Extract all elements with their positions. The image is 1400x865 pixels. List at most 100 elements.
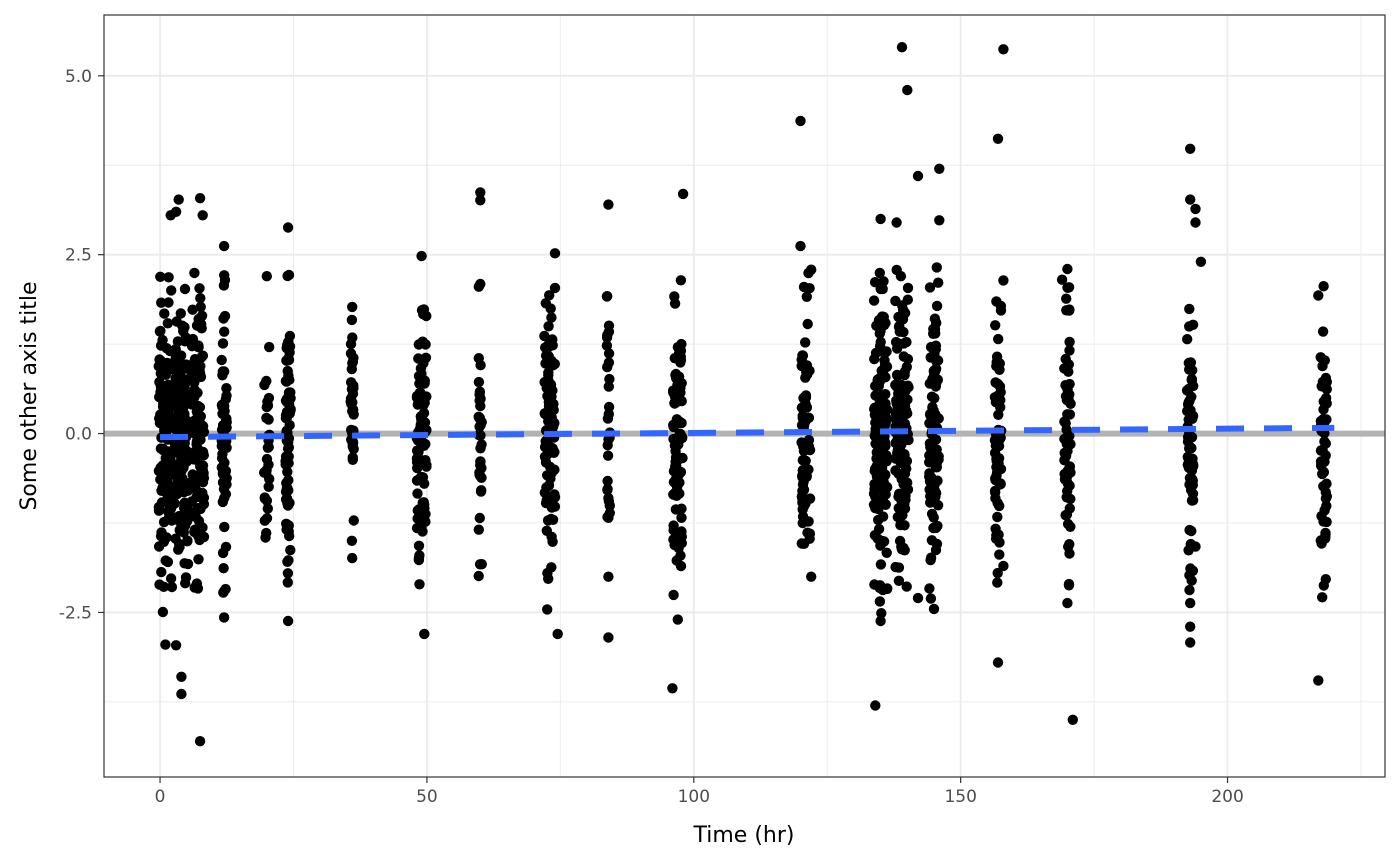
data-point [539, 330, 550, 342]
x-tick-label: 100 [678, 787, 710, 807]
data-point [195, 503, 206, 515]
data-point [676, 512, 687, 523]
data-point [869, 353, 880, 365]
data-point [668, 520, 679, 531]
data-point [170, 393, 181, 404]
data-point [160, 639, 171, 650]
data-point [1063, 580, 1075, 591]
data-point [801, 291, 812, 302]
data-point [998, 44, 1009, 55]
data-point [933, 413, 944, 424]
data-point [542, 604, 553, 615]
data-point [219, 326, 230, 337]
data-point [473, 353, 484, 364]
data-point [1315, 535, 1327, 546]
data-point [542, 567, 553, 579]
data-point [925, 593, 937, 604]
data-point [603, 199, 614, 210]
data-point [156, 566, 167, 578]
data-point [347, 388, 359, 399]
data-point [876, 390, 888, 401]
data-point [476, 559, 487, 570]
data-point [549, 282, 561, 294]
data-point [870, 426, 881, 438]
data-point [187, 304, 198, 315]
data-point [283, 555, 294, 566]
data-point [281, 493, 293, 504]
data-point [1318, 516, 1329, 527]
data-point [218, 563, 229, 574]
data-point [1182, 334, 1193, 345]
data-point [348, 409, 359, 420]
data-point [1313, 290, 1324, 301]
data-point [283, 442, 294, 453]
data-point [930, 340, 942, 351]
data-point [989, 435, 1001, 446]
data-point [603, 326, 615, 337]
data-point [1317, 468, 1328, 480]
data-point [347, 301, 358, 313]
data-point [545, 420, 557, 431]
data-point [540, 342, 551, 353]
data-point [892, 445, 903, 456]
data-point [1319, 505, 1330, 516]
data-point [217, 370, 228, 381]
data-point [671, 540, 682, 551]
data-point [901, 581, 912, 592]
data-point [475, 195, 486, 206]
data-point [924, 583, 935, 594]
data-point [475, 187, 486, 198]
data-point [798, 401, 809, 413]
data-point [283, 354, 295, 366]
data-point [875, 559, 887, 570]
data-point [879, 437, 891, 448]
data-point [929, 348, 940, 359]
data-point [475, 456, 486, 467]
data-point [1320, 438, 1332, 449]
data-point [933, 454, 944, 465]
data-point [1185, 637, 1196, 648]
data-point [893, 575, 905, 586]
data-point [1184, 524, 1195, 536]
data-point [221, 383, 232, 394]
data-point [159, 398, 170, 409]
data-point [263, 459, 274, 470]
data-point [604, 500, 615, 511]
data-point [261, 495, 273, 506]
data-point [284, 330, 296, 342]
data-point [926, 391, 938, 402]
data-point [894, 320, 905, 332]
data-point [806, 571, 817, 582]
data-point [259, 467, 270, 478]
data-point [602, 361, 613, 373]
data-point [544, 290, 555, 301]
data-point [1187, 475, 1199, 486]
data-point [994, 549, 1005, 560]
data-point [931, 262, 942, 273]
data-point [603, 571, 614, 582]
data-point [282, 577, 293, 588]
data-point [895, 271, 907, 282]
data-point [1185, 597, 1196, 609]
data-point [283, 433, 295, 444]
data-point [1061, 509, 1073, 520]
data-point [932, 520, 943, 532]
data-point [990, 523, 1001, 534]
data-point [995, 463, 1007, 475]
data-point [413, 554, 425, 566]
data-point [414, 579, 425, 590]
data-point [993, 333, 1004, 345]
data-point [670, 456, 681, 467]
data-point [1185, 194, 1196, 205]
data-point [669, 298, 681, 309]
data-point [171, 488, 183, 500]
x-tick-label: 0 [155, 787, 166, 807]
data-point [259, 515, 270, 526]
data-point [419, 457, 431, 469]
data-point [1064, 345, 1075, 356]
data-point [1321, 491, 1333, 502]
data-point [1190, 541, 1201, 552]
data-point [219, 521, 230, 533]
data-point [601, 340, 613, 351]
data-point [602, 291, 613, 302]
